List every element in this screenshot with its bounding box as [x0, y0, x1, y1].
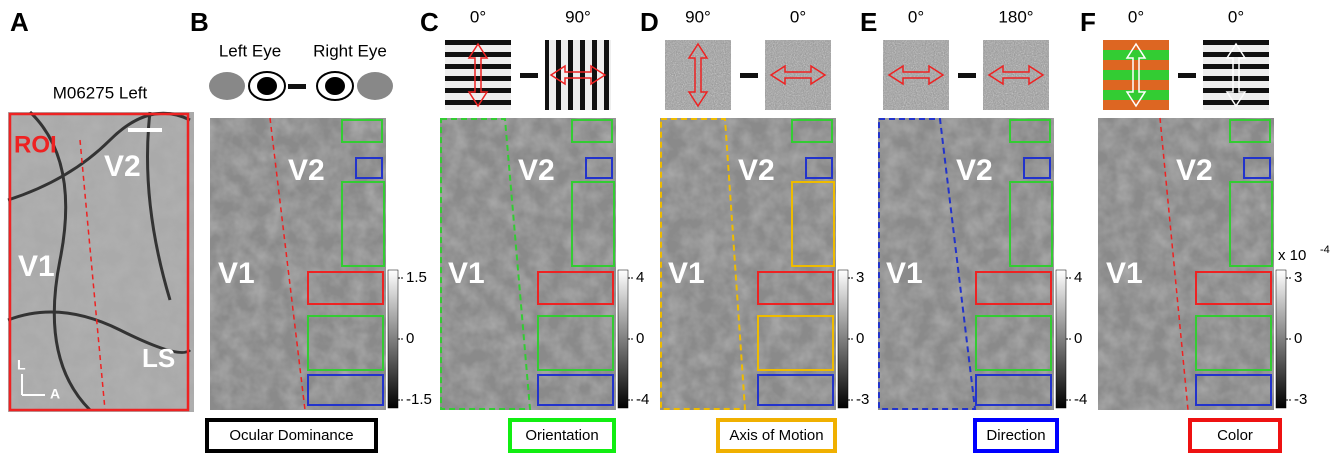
stimulus-noise — [665, 40, 731, 110]
area-label: LS — [142, 343, 175, 373]
minus-sign — [740, 73, 758, 78]
caption: Direction — [986, 427, 1045, 444]
colorbar-label: 3 — [856, 269, 864, 286]
colorbar-label: 0 — [406, 330, 414, 347]
caption: Orientation — [525, 427, 598, 444]
axis-label: A — [50, 386, 60, 402]
stimulus-label: 0° — [1228, 7, 1244, 26]
colorbar-label: 4 — [636, 269, 644, 286]
panel-letter: E — [860, 7, 877, 37]
colorbar — [618, 270, 628, 408]
area-label: V1 — [1106, 257, 1143, 290]
stimulus-noise — [765, 40, 831, 110]
panel-letter: F — [1080, 7, 1096, 37]
stimulus-image — [445, 40, 511, 110]
panel-letter: A — [10, 7, 29, 37]
area-label: V2 — [1176, 154, 1213, 187]
pupil — [257, 77, 277, 95]
area-label: V2 — [956, 154, 993, 187]
eye-closed — [357, 72, 393, 100]
area-label: V1 — [218, 257, 255, 290]
roi-label: ROI — [14, 131, 57, 158]
pupil — [325, 77, 345, 95]
colorbar-scale: x 10 — [1278, 247, 1306, 264]
stimulus-image — [1203, 40, 1269, 110]
stimulus-label: 180° — [998, 7, 1033, 26]
stimulus-label: 0° — [790, 7, 806, 26]
figure: A M06275 Left ROI V2 V1 LS L A B Left Eye Right Ey… — [0, 0, 1341, 454]
stimulus-image — [545, 40, 611, 110]
panel-letter: D — [640, 7, 659, 37]
colorbar-label: -1.5 — [406, 391, 432, 408]
area-label: V2 — [518, 154, 555, 187]
colorbar-label: -4 — [1074, 391, 1087, 408]
colorbar — [388, 270, 398, 408]
minus-sign — [1178, 73, 1196, 78]
colorbar — [1276, 270, 1286, 408]
area-label: V1 — [886, 257, 923, 290]
minus-sign — [288, 84, 306, 89]
stimulus-label: 0° — [908, 7, 924, 26]
colorbar-label: 4 — [1074, 269, 1082, 286]
panel-title: M06275 Left — [53, 83, 148, 102]
minus-sign — [520, 73, 538, 78]
area-label: V1 — [668, 257, 705, 290]
colorbar-label: -4 — [636, 391, 649, 408]
caption: Axis of Motion — [729, 427, 823, 444]
colorbar — [1056, 270, 1066, 408]
stimulus-noise — [983, 40, 1049, 110]
panel-letter: B — [190, 7, 209, 37]
area-label: V2 — [738, 154, 775, 187]
colorbar-label: 3 — [1294, 269, 1302, 286]
caption: Color — [1217, 427, 1253, 444]
stimulus-image — [1103, 40, 1169, 110]
colorbar-label: 0 — [856, 330, 864, 347]
area-label: V1 — [18, 250, 55, 283]
axis-label: L — [17, 357, 26, 373]
stimulus-label: 90° — [565, 7, 591, 26]
stimulus-label: 0° — [1128, 7, 1144, 26]
colorbar-label: -3 — [856, 391, 869, 408]
colorbar — [838, 270, 848, 408]
colorbar-label: 0 — [636, 330, 644, 347]
panel-letter: C — [420, 7, 439, 37]
stimulus-label: Left Eye — [219, 41, 281, 60]
colorbar-label: -3 — [1294, 391, 1307, 408]
area-label: V1 — [448, 257, 485, 290]
minus-sign — [958, 73, 976, 78]
eye-closed — [209, 72, 245, 100]
colorbar-label: 0 — [1074, 330, 1082, 347]
area-label: V2 — [104, 150, 141, 183]
stimulus-noise — [883, 40, 949, 110]
colorbar-label: 1.5 — [406, 269, 427, 286]
colorbar-label: 0 — [1294, 330, 1302, 347]
stimulus-label: Right Eye — [313, 41, 387, 60]
area-label: V2 — [288, 154, 325, 187]
colorbar-exponent: -4 — [1320, 244, 1330, 256]
caption: Ocular Dominance — [229, 427, 353, 444]
stimulus-label: 0° — [470, 7, 486, 26]
stimulus-label: 90° — [685, 7, 711, 26]
